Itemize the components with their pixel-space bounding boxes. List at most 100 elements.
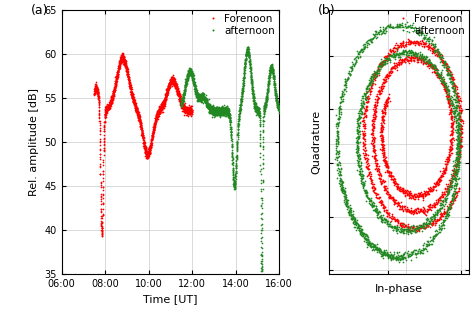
Point bbox=[179, 100, 186, 105]
Point bbox=[154, 112, 161, 117]
Point bbox=[393, 65, 401, 70]
Point bbox=[209, 107, 216, 112]
Point bbox=[372, 31, 380, 37]
Point bbox=[192, 88, 200, 94]
Point bbox=[454, 154, 462, 159]
Point bbox=[419, 247, 427, 252]
Point bbox=[268, 64, 276, 69]
Point bbox=[375, 70, 383, 75]
Point bbox=[338, 92, 346, 97]
Point bbox=[387, 177, 395, 182]
Point bbox=[254, 108, 261, 113]
Point bbox=[134, 109, 142, 114]
Point bbox=[270, 76, 278, 82]
Point bbox=[378, 216, 386, 222]
Point bbox=[244, 44, 251, 50]
Point bbox=[182, 77, 189, 82]
Point bbox=[409, 51, 416, 56]
Point bbox=[383, 252, 391, 257]
Point bbox=[441, 217, 448, 223]
Point bbox=[391, 199, 399, 204]
Point bbox=[333, 155, 341, 160]
Point bbox=[191, 92, 199, 97]
Point bbox=[275, 107, 283, 112]
Point bbox=[269, 71, 277, 76]
Point bbox=[244, 49, 252, 54]
Point bbox=[433, 217, 441, 222]
Point bbox=[370, 244, 377, 249]
Point bbox=[398, 59, 406, 64]
Point bbox=[183, 75, 191, 81]
Point bbox=[446, 109, 454, 114]
Point bbox=[225, 110, 233, 115]
Point bbox=[409, 29, 417, 34]
Point bbox=[440, 209, 448, 214]
Point bbox=[440, 191, 447, 197]
Point bbox=[137, 123, 144, 128]
Point bbox=[418, 193, 425, 198]
Point bbox=[453, 104, 460, 110]
Point bbox=[380, 252, 387, 257]
Point bbox=[434, 177, 442, 182]
Point bbox=[112, 79, 120, 84]
Point bbox=[398, 227, 406, 232]
Point bbox=[198, 94, 206, 99]
Point bbox=[402, 24, 410, 29]
Point bbox=[239, 78, 247, 83]
Point bbox=[223, 112, 231, 117]
Point bbox=[368, 78, 375, 83]
Point bbox=[385, 57, 393, 62]
Point bbox=[377, 213, 385, 218]
Point bbox=[401, 207, 409, 212]
Point bbox=[370, 134, 378, 139]
Point bbox=[379, 85, 386, 90]
Point bbox=[454, 146, 461, 151]
Point bbox=[146, 149, 154, 155]
Point bbox=[380, 116, 387, 121]
Point bbox=[413, 30, 421, 35]
Point bbox=[380, 105, 388, 111]
Point bbox=[204, 104, 212, 110]
Point bbox=[105, 104, 112, 109]
Point bbox=[399, 187, 406, 192]
Point bbox=[124, 74, 132, 79]
Point bbox=[343, 197, 350, 202]
Point bbox=[333, 137, 341, 142]
Point bbox=[455, 158, 462, 163]
Point bbox=[386, 174, 394, 179]
Point bbox=[177, 101, 185, 107]
Point bbox=[451, 112, 458, 117]
Point bbox=[420, 57, 428, 62]
Point bbox=[402, 26, 410, 31]
Point bbox=[234, 122, 242, 127]
Point bbox=[137, 122, 145, 127]
Point bbox=[379, 201, 387, 206]
Point bbox=[452, 125, 460, 130]
Point bbox=[145, 151, 152, 156]
Point bbox=[129, 92, 137, 97]
Point bbox=[123, 66, 130, 71]
Point bbox=[106, 104, 113, 109]
Point bbox=[181, 105, 189, 111]
Point bbox=[122, 63, 129, 68]
Point bbox=[94, 94, 102, 99]
Point bbox=[346, 64, 354, 69]
Point bbox=[163, 91, 171, 96]
Point bbox=[410, 55, 417, 60]
Point bbox=[384, 23, 392, 28]
Point bbox=[114, 69, 122, 75]
Point bbox=[100, 160, 107, 165]
Point bbox=[366, 80, 374, 85]
Point bbox=[171, 83, 179, 89]
Point bbox=[273, 101, 281, 106]
Point bbox=[389, 215, 397, 221]
Point bbox=[238, 89, 246, 95]
Point bbox=[405, 37, 413, 42]
Point bbox=[176, 96, 184, 101]
Point bbox=[138, 131, 146, 136]
Point bbox=[355, 165, 362, 170]
Point bbox=[214, 105, 222, 110]
Point bbox=[354, 121, 362, 126]
Point bbox=[406, 193, 413, 198]
Point bbox=[140, 140, 147, 145]
